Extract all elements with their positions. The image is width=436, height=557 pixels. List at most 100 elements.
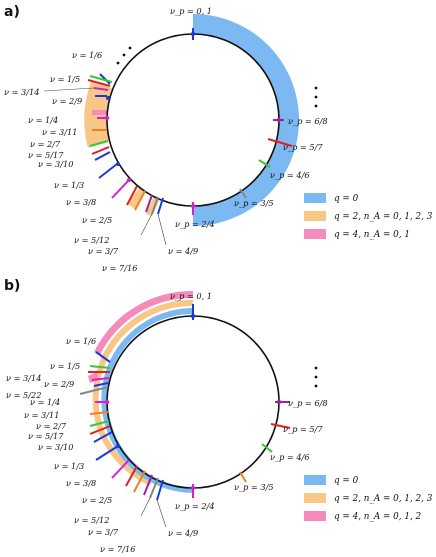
label-a-13: ν = 1/3 xyxy=(54,180,84,190)
dot-b-13 xyxy=(116,444,120,448)
legend-a-swatch-orange xyxy=(304,211,326,221)
tick-b-37 xyxy=(143,474,153,496)
dot-a-29 xyxy=(106,96,110,100)
dots-b xyxy=(104,313,282,491)
tick-a-37 xyxy=(145,194,153,213)
label-b-38: ν = 3/8 xyxy=(66,478,96,488)
legend-b-label-1: q = 2, n_A = 0, 1, 2, 3 xyxy=(334,494,433,504)
tick-b-311 xyxy=(89,411,109,415)
tick-a-15a xyxy=(89,75,113,83)
legend-b-label-2: q = 4, n_A = 0, 1, 2 xyxy=(334,512,422,522)
label-b-512: ν = 5/12 xyxy=(74,515,109,525)
tick-a-314 xyxy=(93,87,109,91)
tick-a-13 xyxy=(98,163,118,179)
tick-a-27 xyxy=(89,140,109,147)
tick-b-512 xyxy=(133,470,146,493)
ellipsis-a-2 xyxy=(122,53,126,57)
ellipsis-a-5 xyxy=(314,95,318,99)
label-a-68: ν_p = 6/8 xyxy=(288,116,328,126)
tick-a-35 xyxy=(239,188,247,199)
tick-b-716 xyxy=(149,477,159,499)
dots-a xyxy=(104,31,282,209)
ellipsis-a xyxy=(116,46,318,108)
label-b-314: ν = 3/14 xyxy=(6,373,41,383)
band-a-orange-2 xyxy=(128,186,146,209)
label-b-517: ν = 5/17 xyxy=(28,431,64,441)
tick-b-38 xyxy=(111,459,130,479)
dot-a-68 xyxy=(276,117,282,123)
label-b-29: ν = 2/9 xyxy=(44,379,74,389)
dot-a-38 xyxy=(127,178,131,182)
label-a-57: ν_p = 5/7 xyxy=(283,142,323,152)
leader-a-716 xyxy=(140,213,153,236)
tick-a-512 xyxy=(134,190,146,211)
dot-a-14 xyxy=(104,115,110,121)
label-a-35: ν_p = 3/5 xyxy=(234,198,274,208)
label-b-522: ν = 5/22 xyxy=(6,390,41,400)
legend-a-swatch-pink xyxy=(304,229,326,239)
leader-a-314 xyxy=(43,87,95,92)
label-a-25: ν = 2/5 xyxy=(82,215,112,225)
ellipsis-a-1 xyxy=(116,61,120,65)
label-a-716: ν = 7/16 xyxy=(102,263,137,273)
tick-b-517 xyxy=(89,425,111,435)
band-a-pink xyxy=(92,110,107,115)
legend-a-label-1: q = 2, n_A = 0, 1, 2, 3 xyxy=(334,212,433,222)
tick-b-49 xyxy=(156,479,164,501)
tick-b-46 xyxy=(261,443,273,453)
label-a-24: ν_p = 2/4 xyxy=(175,219,215,229)
dot-a-24 xyxy=(190,203,196,209)
tick-b-57 xyxy=(270,423,291,429)
panel-b: b) xyxy=(4,278,433,554)
tick-b-27 xyxy=(89,420,110,427)
ellipsis-b-2 xyxy=(314,375,318,379)
tick-b-25 xyxy=(125,465,138,487)
dot-b-top xyxy=(190,313,196,319)
leader-a-49 xyxy=(157,213,167,246)
label-b-25: ν = 2/5 xyxy=(82,495,112,505)
label-b-27: ν = 2/7 xyxy=(36,421,67,431)
legend-a: q = 0 q = 2, n_A = 0, 1, 2, 3 q = 4, n_A… xyxy=(304,193,433,240)
tick-a-38 xyxy=(111,179,130,199)
dot-b-14 xyxy=(104,399,110,405)
ellipsis-a-6 xyxy=(314,104,318,108)
label-a-16: ν = 1/6 xyxy=(72,50,102,60)
label-b-716: ν = 7/16 xyxy=(100,544,135,554)
label-a-46: ν_p = 4/6 xyxy=(270,170,310,180)
leader-b-716 xyxy=(140,497,151,517)
band-a-blue xyxy=(193,14,299,226)
leaders-b xyxy=(140,497,167,528)
legend-a-label-2: q = 4, n_A = 0, 1 xyxy=(334,230,410,240)
ticks-b xyxy=(79,304,291,501)
tick-a-716 xyxy=(151,196,159,215)
label-b-57: ν_p = 5/7 xyxy=(283,424,323,434)
tick-a-310 xyxy=(94,151,111,161)
label-b-35: ν_p = 3/5 xyxy=(234,482,274,492)
legend-b-swatch-pink xyxy=(304,511,326,521)
tick-b-13 xyxy=(95,445,119,461)
dot-b-68 xyxy=(276,399,282,405)
tick-b-15a xyxy=(89,365,111,369)
legend-b: q = 0 q = 2, n_A = 0, 1, 2, 3 q = 4, n_A… xyxy=(304,475,433,522)
label-a-15: ν = 1/5 xyxy=(50,74,80,84)
label-b-46: ν_p = 4/6 xyxy=(270,452,310,462)
label-a-14: ν = 1/4 xyxy=(28,115,58,125)
label-b-top: ν_p = 0, 1 xyxy=(170,291,212,301)
ellipsis-b xyxy=(314,366,318,388)
ellipsis-b-3 xyxy=(314,384,318,388)
tick-b-16 xyxy=(95,351,111,363)
label-b-13: ν = 1/3 xyxy=(54,461,84,471)
dot-a-13 xyxy=(116,162,120,166)
tick-a-57 xyxy=(267,138,293,147)
ellipsis-b-1 xyxy=(314,366,318,370)
label-a-310: ν = 3/10 xyxy=(38,159,73,169)
label-a-29: ν = 2/9 xyxy=(52,96,82,106)
legend-b-swatch-blue xyxy=(304,475,326,485)
tick-b-522 xyxy=(79,386,109,395)
tick-b-35 xyxy=(239,471,247,483)
panel-b-tag: b) xyxy=(4,278,20,294)
label-b-37: ν = 3/7 xyxy=(88,527,119,537)
label-a-517: ν = 5/17 xyxy=(28,150,64,160)
label-a-49: ν = 4/9 xyxy=(168,246,198,256)
band-b-pink xyxy=(94,290,193,355)
